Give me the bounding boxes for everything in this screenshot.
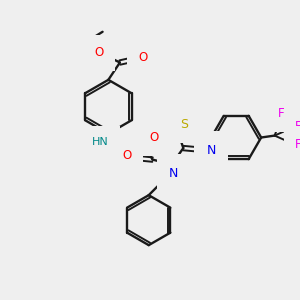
Text: N: N	[206, 143, 216, 157]
Text: F: F	[278, 107, 285, 120]
Text: S: S	[180, 118, 188, 130]
Text: F: F	[295, 120, 300, 134]
Text: O: O	[122, 149, 131, 162]
Text: HN: HN	[92, 137, 109, 147]
Text: O: O	[94, 46, 104, 59]
Text: O: O	[149, 131, 158, 144]
Text: F: F	[295, 138, 300, 151]
Text: N: N	[169, 167, 178, 180]
Text: O: O	[138, 51, 148, 64]
